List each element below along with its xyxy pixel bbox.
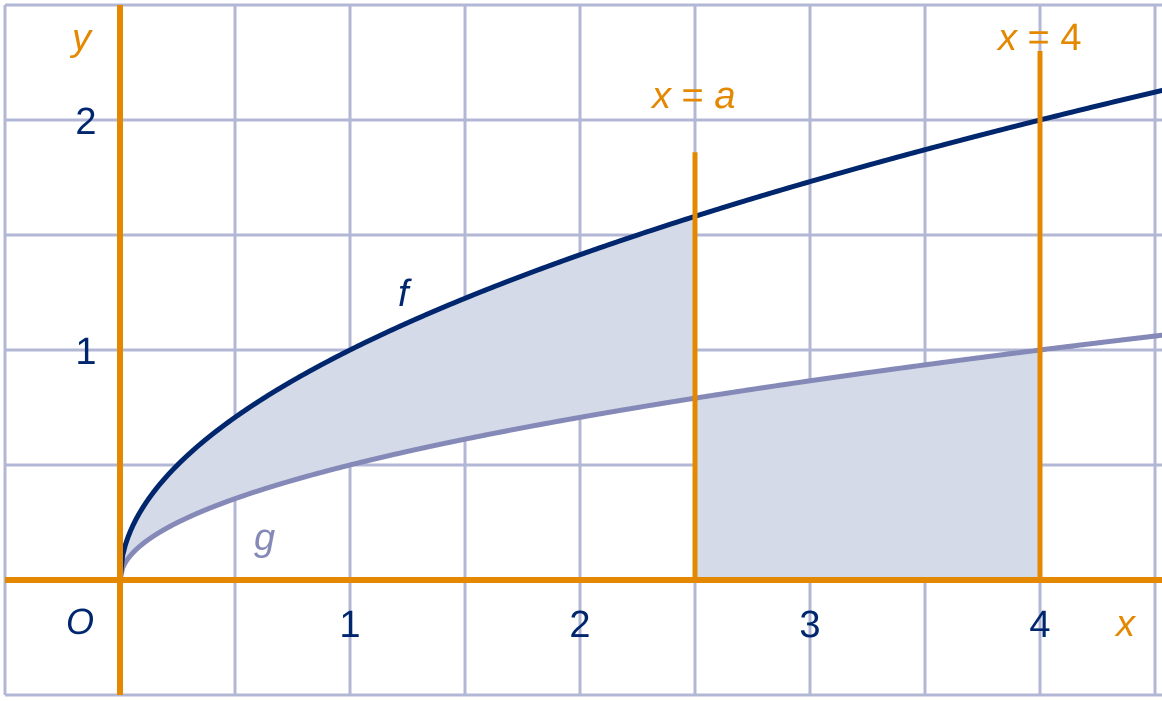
x-tick-label: 1 — [339, 604, 360, 646]
x-tick-label: 3 — [799, 604, 820, 646]
axes — [5, 5, 1162, 695]
shaded-region — [695, 350, 1040, 580]
curve-g — [117, 332, 1162, 581]
x-equals-a-label: x = a — [650, 75, 735, 117]
origin-label: O — [66, 601, 94, 642]
x-tick-label: 2 — [569, 604, 590, 646]
x-axis-label: x — [1114, 603, 1137, 645]
f-label: f — [398, 273, 412, 315]
y-tick-label: 2 — [75, 101, 96, 143]
g-label: g — [254, 517, 275, 559]
y-axis-label: y — [69, 17, 93, 59]
labels: y x O 1 2 3 4 1 2 f g x = a x = 4 — [66, 17, 1137, 646]
vertical-lines — [692, 51, 1043, 580]
shaded-region — [120, 216, 695, 580]
x-equals-4-label: x = 4 — [996, 17, 1081, 59]
shaded-regions — [120, 216, 1040, 580]
curves — [117, 87, 1162, 581]
curve-f — [117, 87, 1162, 581]
y-tick-label: 1 — [75, 331, 96, 373]
x-tick-label: 4 — [1029, 604, 1050, 646]
